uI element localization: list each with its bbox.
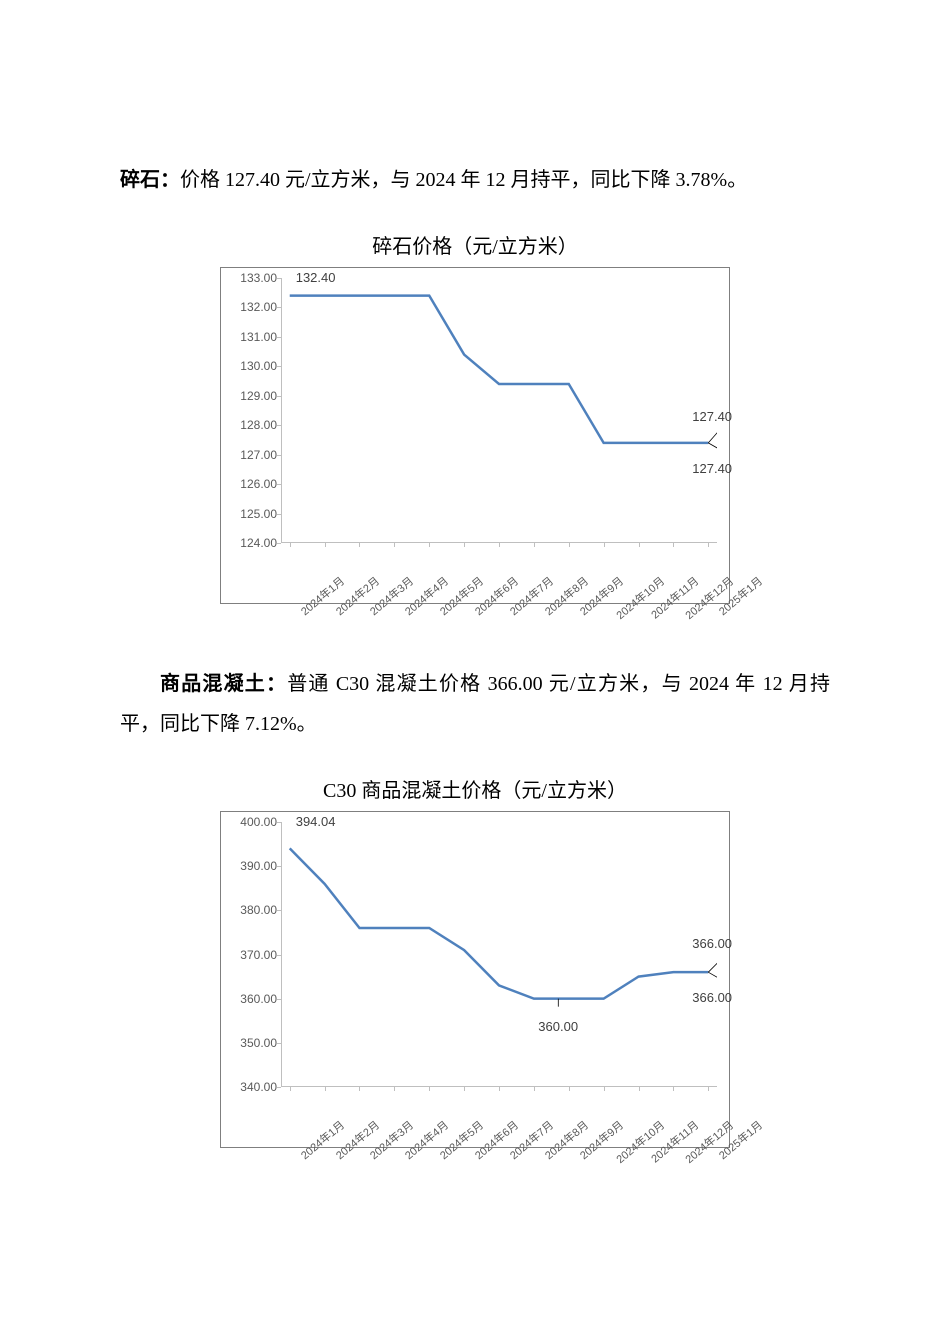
chart2-plot: 340.00350.00360.00370.00380.00390.00400.… — [281, 822, 717, 1087]
y-tick-label: 380.00 — [240, 903, 281, 917]
para1-bold: 碎石： — [120, 169, 180, 191]
y-tick-label: 131.00 — [240, 330, 281, 344]
annotation-leader — [708, 958, 717, 972]
x-tick — [708, 1087, 709, 1091]
data-line — [290, 848, 709, 998]
x-tick — [639, 1087, 640, 1091]
annotation-label: 366.00 — [692, 990, 732, 1005]
y-tick-label: 340.00 — [240, 1080, 281, 1094]
para1-text: 价格 127.40 元/立方米，与 2024 年 12 月持平，同比下降 3.7… — [180, 169, 747, 191]
annotation-label: 127.40 — [692, 409, 732, 424]
x-tick — [325, 1087, 326, 1091]
document-page: 碎石：价格 127.40 元/立方米，与 2024 年 12 月持平，同比下降 … — [0, 0, 950, 1268]
para2-bold: 商品混凝土： — [160, 673, 287, 695]
chart1-box: 124.00 125.00 126.00 127.00 128.00 129.00 130.… — [220, 267, 730, 604]
paragraph-stone: 碎石：价格 127.40 元/立方米，与 2024 年 12 月持平，同比下降 … — [120, 160, 830, 200]
paragraph-concrete: 商品混凝土：普通 C30 混凝土价格 366.00 元/立方米，与 2024 年… — [120, 664, 830, 744]
y-tick-label: 130.00 — [240, 359, 281, 373]
y-tick-label: 126.00 — [240, 477, 281, 491]
y-tick-label: 124.00 — [240, 536, 281, 550]
x-tick — [359, 543, 360, 547]
x-tick — [290, 1087, 291, 1091]
x-tick — [534, 1087, 535, 1091]
annotation-leader — [708, 443, 717, 451]
x-tick — [604, 1087, 605, 1091]
x-tick — [394, 1087, 395, 1091]
annotation-label: 360.00 — [538, 1019, 578, 1034]
y-tick-label: 127.00 — [240, 448, 281, 462]
x-tick — [673, 543, 674, 547]
x-tick — [569, 1087, 570, 1091]
y-tick-label: 132.00 — [240, 300, 281, 314]
x-tick — [394, 543, 395, 547]
x-tick — [569, 543, 570, 547]
x-tick — [429, 1087, 430, 1091]
y-tick-label: 129.00 — [240, 389, 281, 403]
annotation-label: 394.04 — [296, 814, 336, 829]
annotation-leader — [708, 427, 717, 443]
y-tick-label: 125.00 — [240, 507, 281, 521]
y-tick-label: 370.00 — [240, 948, 281, 962]
y-tick-label: 350.00 — [240, 1036, 281, 1050]
annotation-label: 127.40 — [692, 461, 732, 476]
x-tick — [673, 1087, 674, 1091]
annotation-leader — [708, 972, 717, 980]
x-tick — [499, 543, 500, 547]
line-svg — [281, 822, 717, 1087]
x-tick — [464, 1087, 465, 1091]
y-tick-label: 390.00 — [240, 859, 281, 873]
x-tick — [499, 1087, 500, 1091]
y-tick-label: 360.00 — [240, 992, 281, 1006]
x-tick — [429, 543, 430, 547]
data-line — [290, 296, 709, 443]
annotation-label: 366.00 — [692, 936, 732, 951]
chart1-title: 碎石价格（元/立方米） — [120, 230, 830, 259]
annotation-label: 132.40 — [296, 270, 336, 285]
chart2-title: C30 商品混凝土价格（元/立方米） — [120, 774, 830, 803]
x-tick — [708, 543, 709, 547]
chart2-box: 340.00 350.00 360.00 370.00 380.00 390.00 400.… — [220, 811, 730, 1148]
x-tick — [534, 543, 535, 547]
line-svg — [281, 278, 717, 543]
y-tick-label: 128.00 — [240, 418, 281, 432]
y-tick-label: 133.00 — [240, 271, 281, 285]
x-tick — [359, 1087, 360, 1091]
x-tick — [325, 543, 326, 547]
x-tick — [464, 543, 465, 547]
x-tick — [604, 543, 605, 547]
y-tick-label: 400.00 — [240, 815, 281, 829]
x-tick — [290, 543, 291, 547]
x-tick — [639, 543, 640, 547]
chart1-plot: 124.00125.00126.00127.00128.00129.00130.… — [281, 278, 717, 543]
